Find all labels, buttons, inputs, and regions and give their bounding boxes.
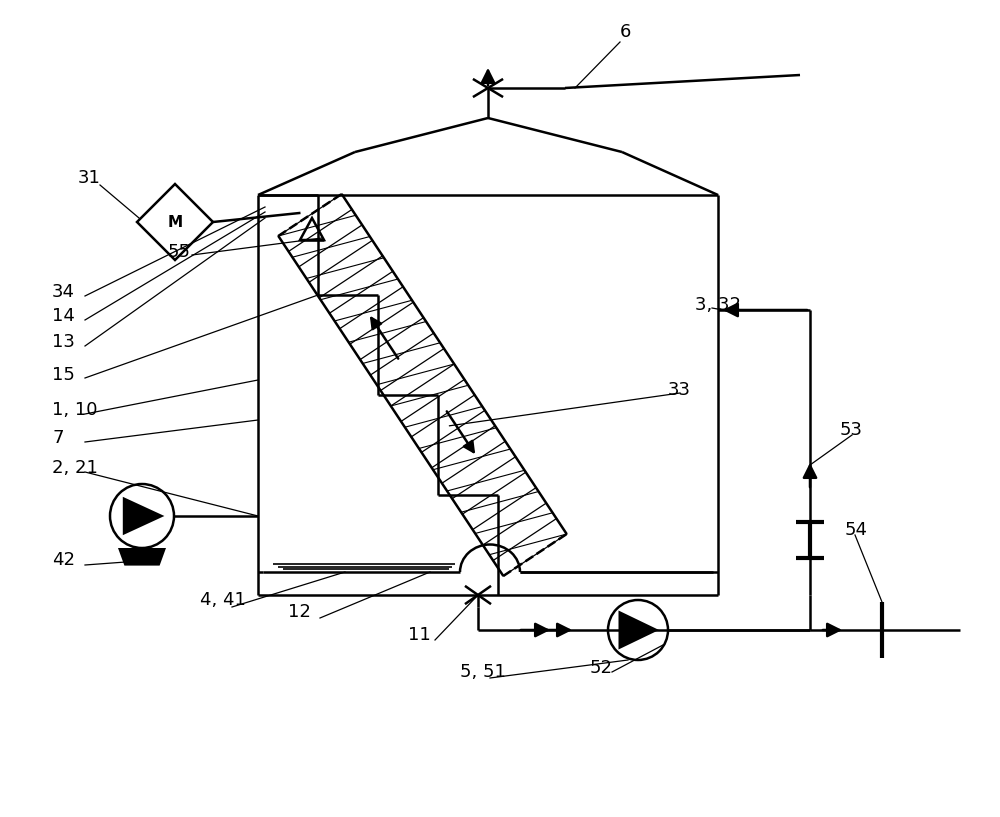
Text: 31: 31	[78, 169, 101, 187]
Text: 11: 11	[408, 626, 431, 644]
Text: 6: 6	[620, 23, 631, 41]
Polygon shape	[618, 610, 659, 650]
Text: 7: 7	[52, 429, 64, 447]
Text: 33: 33	[668, 381, 691, 399]
Text: 5, 51: 5, 51	[460, 663, 506, 681]
Polygon shape	[123, 497, 164, 535]
Text: M: M	[167, 215, 183, 230]
Text: 14: 14	[52, 307, 75, 325]
Text: 53: 53	[840, 421, 863, 439]
Text: 3, 32: 3, 32	[695, 296, 741, 314]
Text: 54: 54	[845, 521, 868, 539]
Text: 34: 34	[52, 283, 75, 301]
Text: 12: 12	[288, 603, 311, 621]
Text: 52: 52	[590, 659, 613, 677]
Text: 2, 21: 2, 21	[52, 459, 98, 477]
Text: 42: 42	[52, 551, 75, 569]
Text: 4, 41: 4, 41	[200, 591, 246, 609]
Polygon shape	[118, 548, 166, 565]
Text: 1, 10: 1, 10	[52, 401, 98, 419]
Text: 13: 13	[52, 333, 75, 351]
Text: 15: 15	[52, 366, 75, 384]
Text: 55: 55	[168, 243, 191, 261]
